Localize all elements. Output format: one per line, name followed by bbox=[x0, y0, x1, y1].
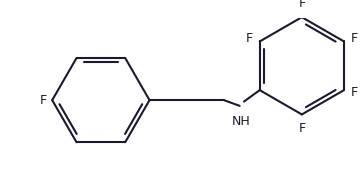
Text: NH: NH bbox=[232, 115, 251, 128]
Text: F: F bbox=[40, 94, 47, 107]
Text: F: F bbox=[246, 32, 253, 45]
Text: F: F bbox=[298, 0, 305, 10]
Text: F: F bbox=[350, 32, 357, 45]
Text: F: F bbox=[298, 122, 305, 135]
Text: F: F bbox=[350, 86, 357, 99]
